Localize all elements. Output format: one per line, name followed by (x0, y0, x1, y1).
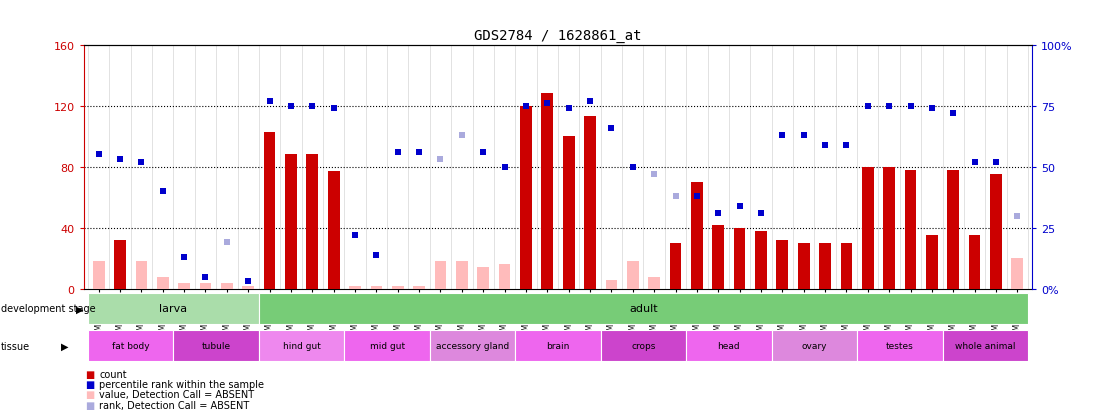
Bar (627, 262, 638, 289)
Bar (456, 262, 468, 289)
Bar (777, 240, 788, 289)
Bar (926, 236, 937, 289)
Bar (259, 330, 345, 361)
Bar (819, 243, 831, 289)
Text: fat body: fat body (112, 342, 150, 350)
Bar (349, 286, 360, 289)
Bar (173, 330, 259, 361)
Text: head: head (718, 342, 740, 350)
Text: ovary: ovary (801, 342, 827, 350)
Bar (200, 283, 211, 289)
Bar (771, 330, 857, 361)
Bar (114, 240, 126, 289)
Bar (562, 137, 575, 289)
Bar (883, 167, 895, 289)
Bar (905, 170, 916, 289)
Bar (862, 167, 874, 289)
Bar (328, 172, 339, 289)
Bar (648, 277, 660, 289)
Text: crops: crops (632, 342, 655, 350)
Text: accessory gland: accessory gland (436, 342, 509, 350)
Bar (259, 293, 1028, 324)
Bar (88, 293, 259, 324)
Bar (499, 265, 510, 289)
Bar (430, 330, 516, 361)
Text: ▶: ▶ (61, 341, 69, 351)
Bar (691, 183, 703, 289)
Text: larva: larva (160, 304, 187, 314)
Bar (600, 330, 686, 361)
Bar (307, 155, 318, 289)
Text: brain: brain (547, 342, 569, 350)
Bar (392, 286, 404, 289)
Bar (520, 106, 532, 289)
Bar (285, 155, 297, 289)
Bar (345, 330, 430, 361)
Bar (434, 262, 446, 289)
Bar (541, 94, 554, 289)
Bar (840, 243, 853, 289)
Text: ■: ■ (85, 379, 94, 389)
Bar (947, 170, 959, 289)
Text: ■: ■ (85, 369, 94, 379)
Bar (990, 175, 1002, 289)
Text: count: count (99, 369, 127, 379)
Bar (263, 132, 276, 289)
Bar (670, 243, 682, 289)
Text: adult: adult (629, 304, 657, 314)
Bar (242, 286, 254, 289)
Text: mid gut: mid gut (369, 342, 405, 350)
Title: GDS2784 / 1628861_at: GDS2784 / 1628861_at (474, 29, 642, 43)
Text: percentile rank within the sample: percentile rank within the sample (99, 379, 264, 389)
Text: whole animal: whole animal (955, 342, 1016, 350)
Bar (798, 243, 809, 289)
Text: value, Detection Call = ABSENT: value, Detection Call = ABSENT (99, 389, 254, 399)
Bar (943, 330, 1028, 361)
Bar (1011, 259, 1023, 289)
Text: ■: ■ (85, 400, 94, 410)
Bar (606, 280, 617, 289)
Bar (221, 283, 233, 289)
Bar (584, 117, 596, 289)
Text: ■: ■ (85, 389, 94, 399)
Bar (857, 330, 943, 361)
Bar (516, 330, 600, 361)
Text: ▶: ▶ (76, 304, 84, 314)
Bar (371, 286, 383, 289)
Bar (712, 225, 724, 289)
Bar (969, 236, 981, 289)
Bar (478, 268, 489, 289)
Bar (756, 231, 767, 289)
Bar (733, 228, 745, 289)
Bar (413, 286, 425, 289)
Bar (179, 283, 190, 289)
Text: hind gut: hind gut (282, 342, 320, 350)
Bar (157, 277, 169, 289)
Text: tubule: tubule (202, 342, 231, 350)
Text: tissue: tissue (1, 341, 30, 351)
Bar (686, 330, 771, 361)
Bar (135, 262, 147, 289)
Text: testes: testes (886, 342, 914, 350)
Bar (88, 330, 173, 361)
Text: development stage: development stage (1, 304, 96, 314)
Bar (93, 262, 105, 289)
Text: rank, Detection Call = ABSENT: rank, Detection Call = ABSENT (99, 400, 250, 410)
